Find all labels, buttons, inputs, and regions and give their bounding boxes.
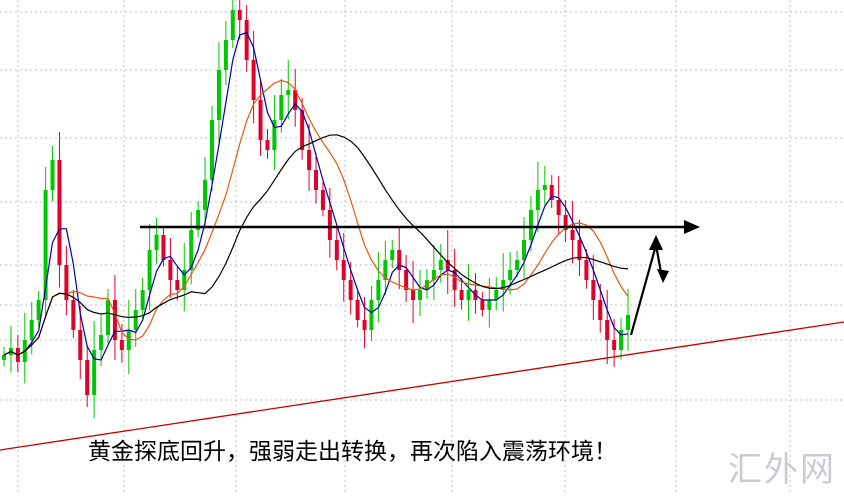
candle-body xyxy=(133,310,138,330)
candle-body xyxy=(182,270,187,290)
candle-body xyxy=(528,210,533,240)
candle-body xyxy=(265,140,270,150)
candle-body xyxy=(293,90,298,110)
candle-body xyxy=(36,300,41,320)
candle-body xyxy=(431,270,436,280)
candle-body xyxy=(341,260,346,280)
candle-body xyxy=(390,250,395,260)
candle-body xyxy=(501,280,506,290)
candle-body xyxy=(355,300,360,320)
candle-body xyxy=(487,300,492,310)
candle-body xyxy=(71,300,76,330)
ma-slow-line xyxy=(3,134,629,356)
candle-body xyxy=(112,300,117,340)
candle-body xyxy=(50,160,55,190)
candle-body xyxy=(154,235,159,250)
candle-body xyxy=(57,160,62,265)
candle-body xyxy=(99,335,104,350)
candle-body xyxy=(126,330,131,350)
candle-body xyxy=(584,260,589,280)
candle-body xyxy=(29,320,34,340)
forecast-path xyxy=(629,244,664,336)
candle-body xyxy=(43,190,48,300)
chart-annotation: 黄金探底回升，强弱走出转换，再次陷入震荡环境！ xyxy=(88,439,617,465)
candle-body xyxy=(2,355,6,360)
candle-body xyxy=(147,250,152,290)
candle-body xyxy=(535,190,540,210)
candle-body xyxy=(383,260,388,280)
forecast-arrowhead-up xyxy=(649,235,663,250)
candle-body xyxy=(542,185,547,190)
candle-body xyxy=(161,235,166,260)
candle-body xyxy=(570,230,575,240)
candle-body xyxy=(216,70,221,120)
candle-body xyxy=(598,300,603,320)
candle-body xyxy=(210,120,214,180)
candle-body xyxy=(140,290,145,310)
support-trendline xyxy=(0,321,844,451)
candle-body xyxy=(272,120,277,150)
candle-body xyxy=(549,185,554,200)
candle-body xyxy=(591,280,596,300)
candle-body xyxy=(119,340,124,350)
candle-body xyxy=(85,360,90,395)
candle-body xyxy=(286,90,291,95)
candle-body xyxy=(251,60,256,100)
ma-mid-line xyxy=(3,79,629,356)
ma-fast-line xyxy=(3,31,629,361)
candle-body xyxy=(556,200,561,215)
candle-body xyxy=(445,260,450,270)
candle-body xyxy=(369,300,374,330)
candle-body xyxy=(480,300,485,310)
candle-body xyxy=(438,260,443,270)
candle-body xyxy=(320,190,325,210)
candle-body xyxy=(223,40,228,70)
candle-body xyxy=(203,180,208,210)
candle-body xyxy=(466,290,471,300)
candle-body xyxy=(619,330,624,350)
candle-body xyxy=(168,260,173,280)
candle-body xyxy=(612,340,617,350)
candle-body xyxy=(563,215,568,230)
candle-body xyxy=(244,20,249,60)
candle-body xyxy=(106,300,110,335)
candle-body xyxy=(300,110,305,150)
candle-body xyxy=(334,240,339,260)
candle-body xyxy=(64,265,69,300)
candle-body xyxy=(175,280,180,290)
candle-body xyxy=(189,230,194,270)
candle-body xyxy=(92,350,97,395)
candle-body xyxy=(196,210,201,230)
candle-body xyxy=(279,95,284,120)
candle-body xyxy=(626,315,630,330)
candle-body xyxy=(327,210,332,240)
candle-body xyxy=(411,290,416,300)
candle-body xyxy=(376,280,381,300)
candle-body xyxy=(508,270,513,280)
candle-body xyxy=(522,240,526,260)
candle-body xyxy=(78,330,83,360)
candle-body xyxy=(397,250,402,270)
candle-body xyxy=(307,150,312,170)
candle-body xyxy=(605,320,610,340)
candle-body xyxy=(459,290,464,300)
candle-body xyxy=(577,240,582,260)
candle-body xyxy=(348,280,353,300)
candle-body xyxy=(404,270,409,290)
candle-body xyxy=(452,270,457,290)
candle-body xyxy=(314,170,318,190)
resistance-arrowhead xyxy=(684,220,700,234)
forecast-arrowhead-down xyxy=(657,269,669,283)
candle-body xyxy=(362,320,367,330)
candle-body xyxy=(230,10,235,40)
candle-body xyxy=(418,290,422,300)
candle-body xyxy=(237,10,242,20)
candle-body xyxy=(258,100,263,140)
candle-body xyxy=(494,290,499,300)
candle-body xyxy=(515,260,520,270)
watermark-logo: 汇外网 xyxy=(728,450,836,490)
